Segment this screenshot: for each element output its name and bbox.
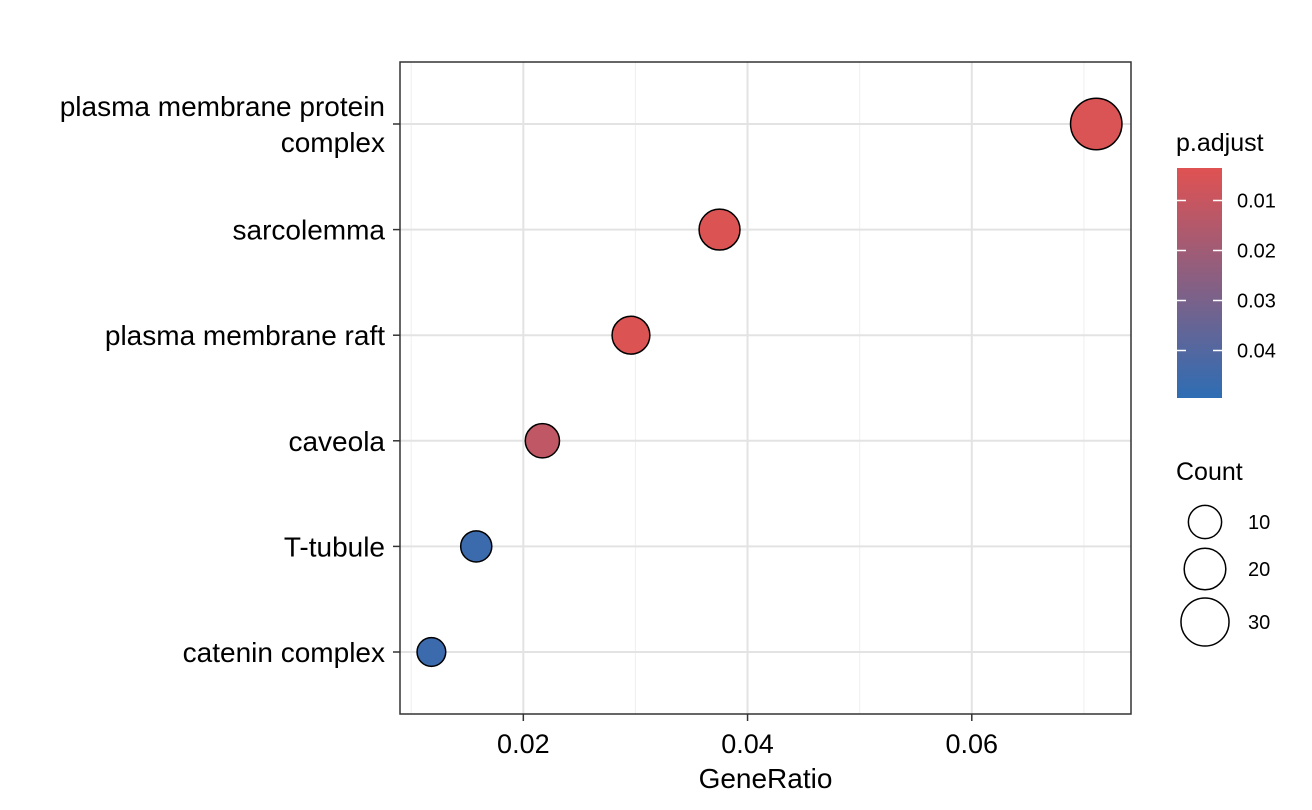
size-legend-label: 20: [1248, 559, 1270, 581]
x-tick-label: 0.06: [946, 729, 999, 759]
color-legend-label: 0.04: [1237, 341, 1276, 363]
y-axis: plasma membrane protein complex sarcolemma…: [60, 91, 400, 668]
y-tick-label: plasma membrane raft: [105, 320, 385, 351]
size-legend-circle: [1180, 597, 1230, 647]
point-2: [611, 315, 651, 355]
color-legend-label: 0.03: [1237, 291, 1276, 313]
size-legend-title: Count: [1176, 458, 1243, 486]
size-legend-label: 10: [1248, 512, 1270, 534]
point-0: [1069, 97, 1123, 151]
color-legend: p.adjust 0.01 0.02 0.03 0.04: [1176, 129, 1276, 398]
y-gridlines: [400, 123, 1131, 653]
x-axis-title: GeneRatio: [699, 763, 833, 794]
data-points: [416, 97, 1123, 668]
plot-background: [400, 62, 1131, 714]
color-legend-bar: [1177, 168, 1222, 398]
color-legend-label: 0.01: [1237, 191, 1276, 213]
point-3: [524, 422, 561, 459]
size-legend-circle: [1187, 504, 1223, 540]
point-5: [416, 636, 447, 668]
y-tick-label: plasma membrane protein complex: [60, 91, 385, 158]
y-tick-label: caveola: [288, 426, 385, 457]
x-tick-label: 0.02: [497, 729, 550, 759]
size-legend-circle: [1183, 547, 1227, 591]
size-legend: Count 10 20 30: [1176, 458, 1270, 647]
color-legend-title: p.adjust: [1176, 129, 1264, 157]
x-tick-label: 0.04: [721, 729, 774, 759]
x-gridlines: [410, 62, 1085, 714]
y-tick-label: sarcolemma: [233, 215, 386, 246]
size-legend-label: 30: [1248, 612, 1270, 634]
y-tick-label: catenin complex: [183, 637, 385, 668]
x-axis: 0.02 0.04 0.06: [497, 714, 998, 759]
color-legend-label: 0.02: [1237, 241, 1276, 263]
plot-panel-border: [399, 61, 1132, 715]
point-4: [459, 530, 493, 563]
point-1: [698, 208, 741, 251]
y-tick-label: T-tubule: [284, 531, 385, 562]
